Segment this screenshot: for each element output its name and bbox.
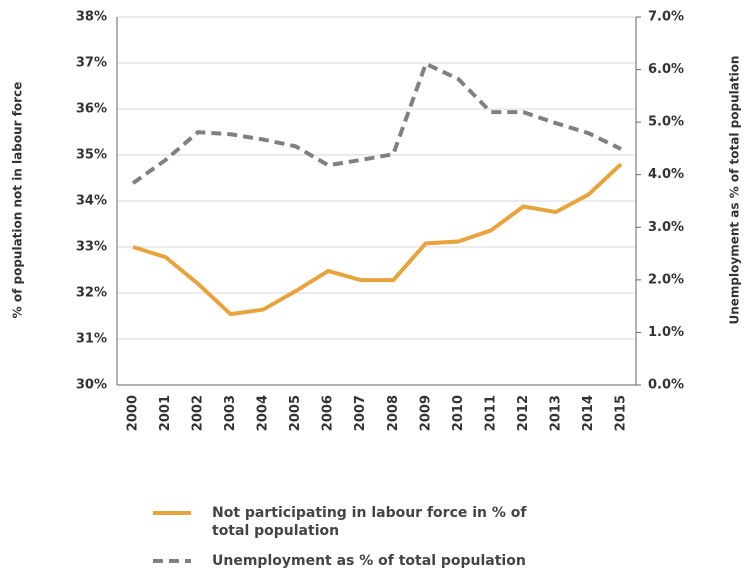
x-tick-label: 2012 <box>516 395 531 431</box>
x-tick-label: 2004 <box>256 395 271 431</box>
y2-tick-label: 1.0% <box>648 325 684 340</box>
series-line <box>132 162 623 317</box>
y2-tick-label: 7.0% <box>648 10 684 25</box>
x-tick-label: 2005 <box>288 395 303 431</box>
x-tick-label: 2001 <box>158 395 173 431</box>
legend-label: Not participating in labour force in % o… <box>212 505 527 539</box>
y-tick-label: 37% <box>76 56 107 71</box>
y-axis-title: % of population not in labour force <box>11 82 25 319</box>
x-tick-label: 2009 <box>418 395 433 431</box>
x-tick-label: 2010 <box>451 395 466 431</box>
y-tick-label: 34% <box>76 194 107 209</box>
y2-tick-label: 2.0% <box>648 272 684 287</box>
y2-tick-label: 4.0% <box>648 167 684 182</box>
y2-axis-title: Unemployment as % of total population <box>728 56 742 325</box>
y-tick-label: 31% <box>76 332 107 347</box>
y-tick-label: 32% <box>76 286 107 301</box>
legend-label: Unemployment as % of total population <box>212 553 526 569</box>
y-tick-label: 30% <box>76 378 107 393</box>
x-tick-label: 2003 <box>223 395 238 431</box>
y-tick-label: 33% <box>76 240 107 255</box>
x-tick-label: 2002 <box>191 395 206 431</box>
x-tick-label: 2008 <box>386 395 401 431</box>
x-tick-label: 2015 <box>614 395 629 431</box>
x-tick-label: 2006 <box>321 395 336 431</box>
y2-tick-label: 3.0% <box>648 220 684 235</box>
y2-tick-label: 6.0% <box>648 62 684 77</box>
x-tick-label: 2011 <box>483 395 498 431</box>
y-tick-label: 36% <box>76 102 107 117</box>
x-tick-label: 2014 <box>581 395 596 431</box>
x-tick-label: 2013 <box>548 395 563 431</box>
y-tick-label: 38% <box>76 10 107 25</box>
y2-tick-label: 0.0% <box>648 378 684 393</box>
y2-tick-label: 5.0% <box>648 115 684 130</box>
x-tick-label: 2007 <box>353 395 368 431</box>
series-line <box>131 61 622 185</box>
x-tick-label: 2000 <box>126 395 141 431</box>
y-tick-label: 35% <box>76 148 107 163</box>
